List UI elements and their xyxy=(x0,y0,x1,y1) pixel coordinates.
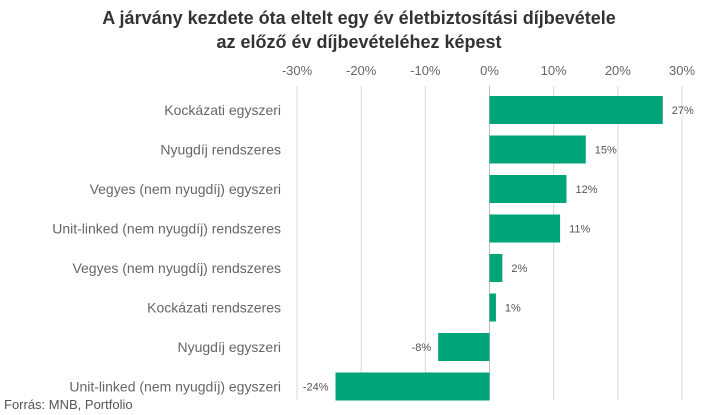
x-tick-label: 0% xyxy=(480,63,499,78)
x-tick-label: -20% xyxy=(346,63,377,78)
data-label: 12% xyxy=(576,184,598,196)
data-label: 27% xyxy=(672,105,694,117)
bar xyxy=(489,254,503,282)
data-label: -8% xyxy=(412,342,432,354)
bar xyxy=(335,372,490,401)
category-label: Vegyes (nem nyugdíj) egyszeri xyxy=(90,181,281,197)
x-tick-label: 20% xyxy=(605,63,631,78)
bar xyxy=(489,175,567,203)
x-tick-label: 30% xyxy=(669,63,695,78)
bar xyxy=(489,214,561,243)
source-note: Forrás: MNB, Portfolio xyxy=(4,397,133,412)
data-label: 11% xyxy=(569,224,590,236)
bar xyxy=(489,293,496,322)
data-label: 1% xyxy=(505,303,521,315)
category-label: Unit-linked (nem nyugdíj) egyszeri xyxy=(69,379,281,395)
category-label: Vegyes (nem nyugdíj) rendszeres xyxy=(72,260,281,276)
data-label: -24% xyxy=(303,382,329,394)
chart-title-line-1: A járvány kezdete óta eltelt egy év élet… xyxy=(102,8,616,28)
bar xyxy=(489,135,586,164)
x-tick-label: -10% xyxy=(410,63,441,78)
category-label: Unit-linked (nem nyugdíj) rendszeres xyxy=(52,221,281,237)
bar xyxy=(438,333,490,361)
bar xyxy=(489,96,663,124)
chart-title: A járvány kezdete óta eltelt egy év élet… xyxy=(0,6,718,54)
category-label: Nyugdíj egyszeri xyxy=(178,339,282,355)
x-tick-label: 10% xyxy=(541,63,567,78)
x-tick-label: -30% xyxy=(282,63,313,78)
data-label: 2% xyxy=(511,263,527,275)
data-label: 15% xyxy=(595,145,617,157)
category-label: Kockázati rendszeres xyxy=(147,300,281,316)
chart-title-line-2: az előző év díjbevételéhez képest xyxy=(216,32,502,52)
category-label: Nyugdíj rendszeres xyxy=(160,142,281,158)
category-label: Kockázati egyszeri xyxy=(164,102,281,118)
